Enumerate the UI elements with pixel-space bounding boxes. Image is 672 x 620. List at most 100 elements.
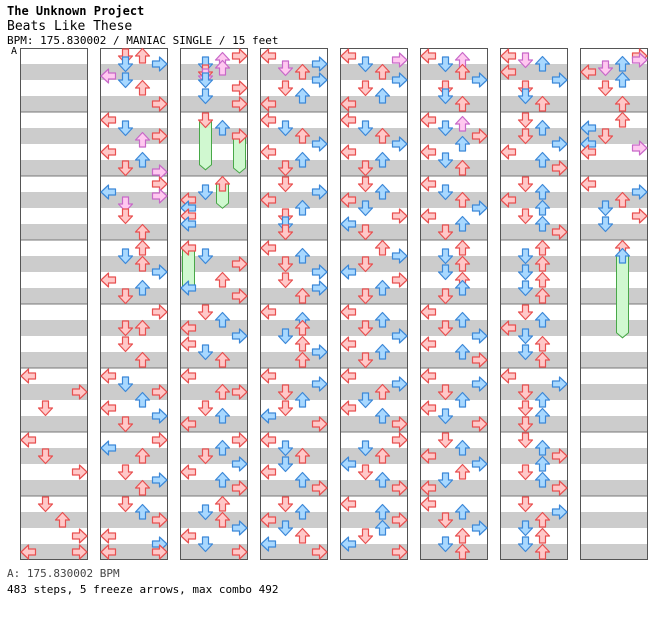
down-arrow — [437, 184, 454, 201]
up-arrow — [134, 503, 151, 520]
beat-row — [340, 448, 408, 464]
beat-row — [420, 192, 488, 208]
left-arrow — [420, 368, 437, 384]
beat-row — [340, 544, 408, 560]
left-arrow — [340, 536, 357, 552]
beat-row — [580, 48, 648, 64]
beat-row — [100, 512, 168, 528]
freeze-arrow — [616, 255, 629, 339]
column-frame — [20, 48, 88, 560]
bpm-marker: A — [11, 46, 18, 57]
up-arrow — [134, 447, 151, 464]
left-arrow — [260, 512, 277, 528]
beat-row — [500, 464, 568, 480]
beat-row — [580, 480, 648, 496]
up-arrow — [374, 239, 391, 256]
left-arrow — [420, 448, 437, 464]
beat-row — [180, 448, 248, 464]
beat-row — [20, 320, 88, 336]
beat-row — [260, 304, 328, 320]
left-arrow — [500, 368, 517, 384]
right-arrow — [391, 72, 408, 88]
beat-row — [580, 544, 648, 560]
beat-row — [340, 240, 408, 256]
right-arrow — [391, 248, 408, 264]
left-arrow — [260, 192, 277, 208]
up-arrow — [374, 87, 391, 104]
beat-row — [500, 480, 568, 496]
up-arrow — [294, 199, 311, 216]
beat-row — [580, 144, 648, 160]
beat-row — [260, 144, 328, 160]
beat-row — [340, 96, 408, 112]
beat-row — [180, 240, 248, 256]
left-arrow — [100, 68, 117, 84]
up-arrow — [294, 527, 311, 544]
up-arrow — [374, 503, 391, 520]
up-arrow — [294, 391, 311, 408]
down-arrow — [517, 52, 534, 69]
beat-row — [260, 128, 328, 144]
up-arrow — [374, 519, 391, 536]
left-arrow — [340, 400, 357, 416]
beat-row — [340, 288, 408, 304]
chart-stats: 483 steps, 5 freeze arrows, max combo 49… — [7, 583, 279, 596]
up-arrow — [374, 127, 391, 144]
beat-row — [340, 112, 408, 128]
right-arrow — [311, 544, 328, 560]
left-arrow — [100, 368, 117, 384]
beat-row — [100, 464, 168, 480]
up-arrow — [534, 311, 551, 328]
down-arrow — [197, 56, 214, 73]
up-arrow — [214, 495, 231, 512]
up-arrow — [454, 463, 471, 480]
beat-row — [100, 48, 168, 64]
down-arrow — [437, 408, 454, 425]
beat-row — [180, 496, 248, 512]
right-arrow — [631, 208, 648, 224]
beat-row — [100, 400, 168, 416]
left-arrow — [500, 320, 517, 336]
right-arrow — [151, 512, 168, 528]
right-arrow — [391, 416, 408, 432]
down-arrow — [517, 176, 534, 193]
beat-row — [20, 208, 88, 224]
beat-row — [180, 528, 248, 544]
right-arrow — [311, 136, 328, 152]
beat-row — [580, 448, 648, 464]
right-arrow — [631, 184, 648, 200]
up-arrow — [534, 439, 551, 456]
right-arrow — [151, 384, 168, 400]
left-arrow — [340, 144, 357, 160]
right-arrow — [231, 128, 248, 144]
right-arrow — [151, 408, 168, 424]
right-arrow — [391, 480, 408, 496]
beat-row — [100, 288, 168, 304]
left-arrow — [340, 456, 357, 472]
up-arrow — [214, 271, 231, 288]
left-arrow — [180, 464, 197, 480]
up-arrow — [134, 239, 151, 256]
up-arrow — [534, 271, 551, 288]
down-arrow — [277, 272, 294, 289]
beat-row — [100, 368, 168, 384]
down-arrow — [357, 528, 374, 545]
beat-row — [180, 544, 248, 560]
column-frame — [500, 48, 568, 560]
left-arrow — [420, 400, 437, 416]
beat-row — [420, 304, 488, 320]
down-arrow — [117, 320, 134, 337]
down-arrow — [517, 416, 534, 433]
down-arrow — [517, 464, 534, 481]
beat-row — [260, 240, 328, 256]
beat-row — [500, 544, 568, 560]
right-arrow — [551, 480, 568, 496]
up-arrow — [534, 511, 551, 528]
beat-row — [420, 496, 488, 512]
up-arrow — [454, 343, 471, 360]
down-arrow — [357, 256, 374, 273]
left-arrow — [580, 144, 597, 160]
down-arrow — [517, 88, 534, 105]
beat-row — [260, 176, 328, 192]
beat-row — [340, 176, 408, 192]
